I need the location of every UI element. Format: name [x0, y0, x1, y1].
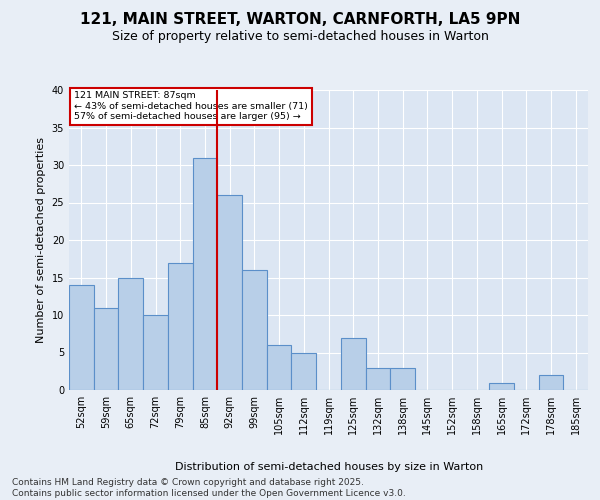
- Bar: [168, 262, 193, 390]
- Y-axis label: Number of semi-detached properties: Number of semi-detached properties: [36, 137, 46, 343]
- Bar: [341, 338, 365, 390]
- Bar: [217, 195, 242, 390]
- Bar: [390, 368, 415, 390]
- Text: 121 MAIN STREET: 87sqm
← 43% of semi-detached houses are smaller (71)
57% of sem: 121 MAIN STREET: 87sqm ← 43% of semi-det…: [74, 92, 308, 122]
- Bar: [267, 345, 292, 390]
- Bar: [292, 352, 316, 390]
- Bar: [69, 285, 94, 390]
- Text: 121, MAIN STREET, WARTON, CARNFORTH, LA5 9PN: 121, MAIN STREET, WARTON, CARNFORTH, LA5…: [80, 12, 520, 28]
- Bar: [539, 375, 563, 390]
- Text: Distribution of semi-detached houses by size in Warton: Distribution of semi-detached houses by …: [175, 462, 483, 472]
- Bar: [118, 278, 143, 390]
- Text: Size of property relative to semi-detached houses in Warton: Size of property relative to semi-detach…: [112, 30, 488, 43]
- Bar: [94, 308, 118, 390]
- Bar: [193, 158, 217, 390]
- Text: Contains HM Land Registry data © Crown copyright and database right 2025.
Contai: Contains HM Land Registry data © Crown c…: [12, 478, 406, 498]
- Bar: [365, 368, 390, 390]
- Bar: [489, 382, 514, 390]
- Bar: [143, 315, 168, 390]
- Bar: [242, 270, 267, 390]
